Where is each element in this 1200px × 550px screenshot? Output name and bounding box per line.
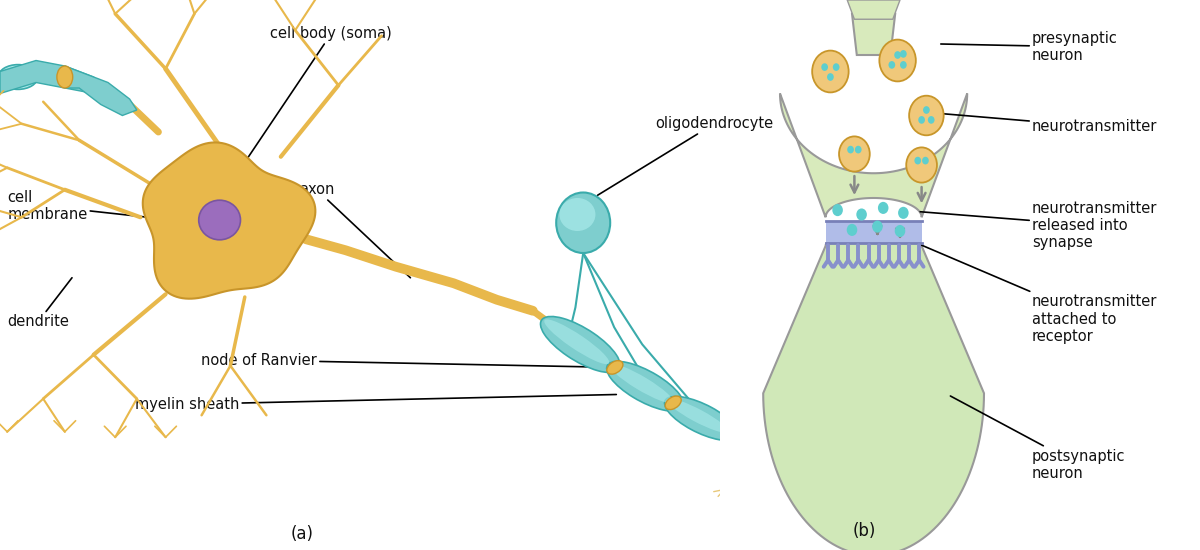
Circle shape: [847, 146, 854, 153]
Text: oligodendrocyte: oligodendrocyte: [598, 116, 773, 195]
Circle shape: [854, 146, 862, 153]
Text: myelin sheath: myelin sheath: [136, 394, 617, 412]
Text: node of Ranvier: node of Ranvier: [202, 353, 614, 368]
Circle shape: [922, 157, 929, 164]
Text: cell
membrane: cell membrane: [7, 190, 148, 222]
Circle shape: [894, 51, 901, 59]
Polygon shape: [847, 0, 900, 19]
Ellipse shape: [545, 320, 610, 364]
Circle shape: [839, 136, 870, 172]
Circle shape: [928, 116, 935, 124]
Text: neurotransmitter
attached to
receptor: neurotransmitter attached to receptor: [920, 245, 1157, 344]
Ellipse shape: [607, 361, 684, 411]
Text: cell body (soma): cell body (soma): [245, 26, 392, 162]
Circle shape: [906, 147, 937, 183]
Polygon shape: [763, 232, 984, 550]
Circle shape: [900, 50, 907, 58]
Ellipse shape: [610, 364, 673, 403]
Circle shape: [914, 157, 922, 164]
Text: neurotransmitter: neurotransmitter: [931, 113, 1157, 134]
Polygon shape: [852, 14, 895, 55]
Text: dendrite: dendrite: [7, 278, 72, 329]
Circle shape: [821, 63, 828, 71]
Circle shape: [878, 202, 888, 214]
Circle shape: [898, 207, 908, 219]
Circle shape: [812, 51, 848, 92]
Polygon shape: [65, 66, 137, 116]
Circle shape: [872, 221, 883, 233]
Ellipse shape: [199, 200, 240, 240]
Ellipse shape: [667, 399, 728, 433]
Circle shape: [923, 106, 930, 114]
Circle shape: [833, 63, 840, 71]
Text: (b): (b): [852, 522, 876, 540]
Circle shape: [880, 40, 916, 81]
Text: presynaptic
neuron: presynaptic neuron: [941, 31, 1118, 63]
Polygon shape: [143, 142, 316, 299]
Ellipse shape: [56, 66, 73, 88]
Ellipse shape: [557, 192, 611, 253]
Circle shape: [895, 225, 905, 237]
Circle shape: [888, 61, 895, 69]
Circle shape: [827, 73, 834, 81]
Circle shape: [900, 61, 907, 69]
Circle shape: [918, 116, 925, 124]
Circle shape: [847, 224, 857, 236]
Text: neurotransmitter
released into
synapse: neurotransmitter released into synapse: [920, 201, 1157, 250]
Polygon shape: [0, 60, 94, 94]
Ellipse shape: [665, 396, 682, 410]
Ellipse shape: [540, 316, 620, 372]
Text: postsynaptic
neuron: postsynaptic neuron: [950, 396, 1126, 481]
Ellipse shape: [0, 65, 38, 89]
Circle shape: [833, 204, 842, 216]
Text: (a): (a): [290, 525, 314, 543]
Circle shape: [857, 208, 866, 221]
FancyBboxPatch shape: [826, 221, 922, 243]
Ellipse shape: [607, 361, 623, 374]
Polygon shape: [780, 94, 967, 217]
Circle shape: [910, 96, 943, 135]
Ellipse shape: [665, 397, 738, 441]
Ellipse shape: [559, 198, 595, 231]
Text: axon: axon: [299, 182, 410, 278]
